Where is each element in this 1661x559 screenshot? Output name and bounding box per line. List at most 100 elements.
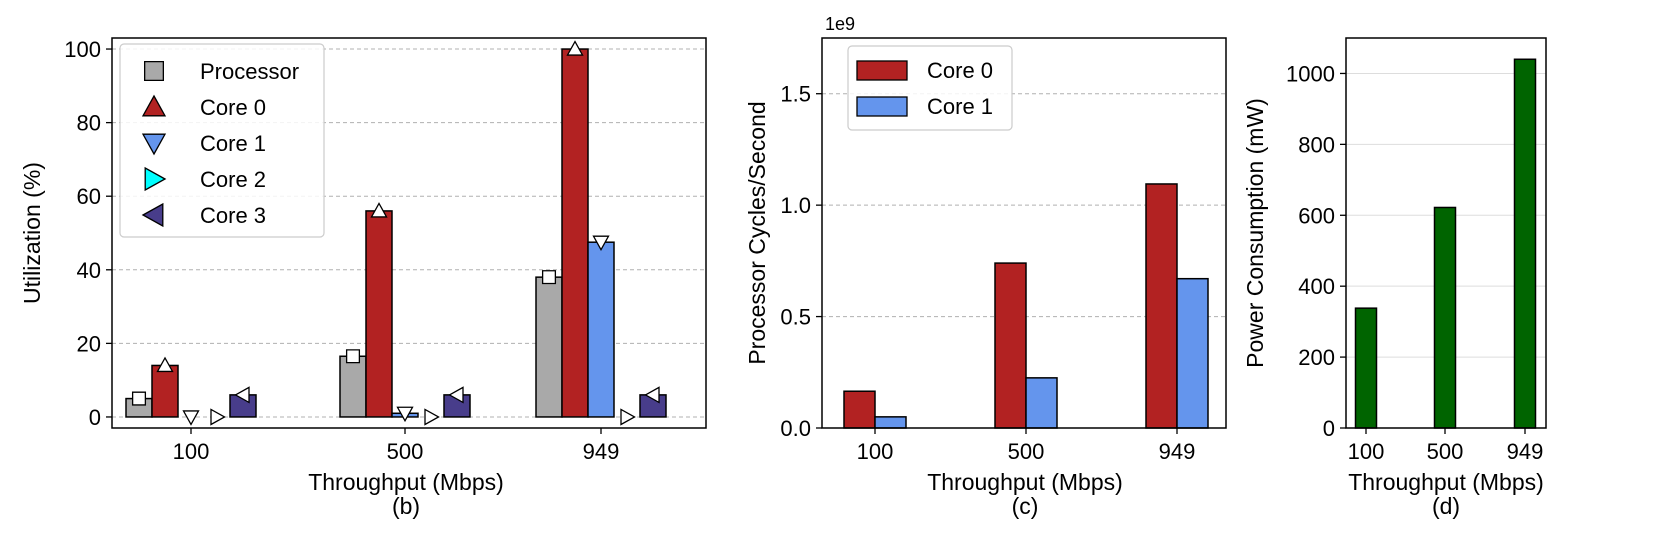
c-x-tick-label: 100 xyxy=(857,439,894,464)
b-marker-core-0 xyxy=(370,202,388,218)
c-bar-core-0 xyxy=(843,390,876,429)
c-legend-swatch xyxy=(856,96,908,117)
c-x-tick-label: 500 xyxy=(1008,439,1045,464)
b-x-tick-label: 949 xyxy=(583,439,620,464)
b-bar-core-1 xyxy=(587,241,615,418)
d-bar-power xyxy=(1354,307,1378,429)
d-bar-power xyxy=(1433,206,1457,429)
c-panel-label: (c) xyxy=(1012,493,1039,519)
d-bar-power xyxy=(1513,58,1537,429)
c-legend-items: Core 0 Core 1 xyxy=(856,58,993,119)
b-y-tick-label: 40 xyxy=(77,258,101,283)
d-y-tick-label: 400 xyxy=(1298,274,1335,299)
b-y-tick-label: 100 xyxy=(64,37,101,62)
c-x-ticks: 100 500 949 xyxy=(857,428,1196,464)
c-plot-frame xyxy=(821,37,1227,429)
b-bar-core-0 xyxy=(561,48,589,418)
b-legend-marker xyxy=(144,61,164,81)
b-marker-core-2 xyxy=(424,408,440,426)
b-bar-processor xyxy=(535,276,563,418)
d-bars xyxy=(1354,58,1537,429)
b-legend-label: Core 3 xyxy=(200,203,266,228)
d-y-tick-label: 200 xyxy=(1298,345,1335,370)
d-x-tick-label: 949 xyxy=(1507,439,1544,464)
c-x-tick-label: 949 xyxy=(1159,439,1196,464)
b-legend-marker xyxy=(144,166,167,192)
d-plot-frame xyxy=(1345,37,1547,429)
c-bar-core-1 xyxy=(1176,277,1209,429)
b-y-tick-label: 80 xyxy=(77,111,101,136)
d-xlabel: Throughput (Mbps) xyxy=(1348,469,1544,495)
b-legend-marker xyxy=(141,133,167,156)
d-y-tick-label: 1000 xyxy=(1286,61,1335,86)
c-bar-core-1 xyxy=(1025,377,1058,429)
c-legend-label: Core 1 xyxy=(927,94,993,119)
b-marker-core-0 xyxy=(566,40,584,56)
b-marker-core-0 xyxy=(156,356,174,373)
b-legend-label: Core 0 xyxy=(200,95,266,120)
b-legend-label: Core 2 xyxy=(200,167,266,192)
d-y-ticks: 0 200 400 600 800 1000 xyxy=(1286,61,1346,441)
c-bar-core-0 xyxy=(994,262,1027,429)
b-marker-core-1 xyxy=(182,410,200,426)
d-y-tick-label: 800 xyxy=(1298,132,1335,157)
b-y-tick-label: 20 xyxy=(77,331,101,356)
b-marker-core-1 xyxy=(592,235,610,252)
c-xlabel: Throughput (Mbps) xyxy=(927,469,1123,495)
c-y-tick-label: 1.5 xyxy=(780,82,811,107)
b-marker-processor xyxy=(345,349,361,364)
b-y-tick-label: 0 xyxy=(89,405,101,430)
b-plot-frame xyxy=(111,37,707,429)
b-x-ticks: 100 500 949 xyxy=(173,428,620,464)
b-bar-core-0 xyxy=(365,210,393,418)
panel-d: 0 200 400 600 800 1000 100 500 949 Power Consum… xyxy=(1242,37,1547,519)
b-ylabel: Utilization (%) xyxy=(19,162,45,304)
c-bar-core-1 xyxy=(874,416,907,429)
c-offset-text: 1e9 xyxy=(825,14,855,34)
d-ylabel: Power Consumption (mW) xyxy=(1242,98,1268,368)
c-legend: Core 0 Core 1 xyxy=(847,45,1013,131)
b-marker-core-3 xyxy=(448,386,464,404)
panel-b: 0 20 40 60 80 100 100 500 949 Utilization (%) T… xyxy=(19,37,707,519)
b-xlabel: Throughput (Mbps) xyxy=(308,469,504,495)
b-bar-core-0 xyxy=(151,364,179,418)
b-legend-frame xyxy=(119,43,325,238)
c-y-tick-label: 1.0 xyxy=(780,193,811,218)
b-bars xyxy=(125,48,667,418)
b-marker-core-3 xyxy=(234,386,250,404)
c-legend-swatch xyxy=(856,60,908,81)
c-y-tick-label: 0.5 xyxy=(780,305,811,330)
d-y-tick-label: 0 xyxy=(1323,416,1335,441)
d-panel-label: (d) xyxy=(1432,493,1460,519)
b-panel-label: (b) xyxy=(392,493,420,519)
c-bars xyxy=(843,183,1209,429)
b-legend: Processor Core 0 Core 1 Core 2 Core 3 xyxy=(119,43,325,238)
panel-c: 0.0 0.5 1.0 1.5 100 500 949 1e9 Processor Cyc… xyxy=(744,14,1227,519)
b-marker-processor xyxy=(541,270,557,285)
c-y-tick-label: 0.0 xyxy=(780,416,811,441)
d-x-ticks: 100 500 949 xyxy=(1348,428,1544,464)
b-x-tick-label: 500 xyxy=(387,439,424,464)
c-ylabel: Processor Cycles/Second xyxy=(744,101,770,364)
b-x-tick-label: 100 xyxy=(173,439,210,464)
b-marker-processor xyxy=(131,391,147,406)
b-bar-processor xyxy=(339,355,367,418)
b-legend-items: Processor Core 0 Core 1 Core 2 Core 3 xyxy=(141,59,299,228)
d-x-tick-label: 100 xyxy=(1348,439,1385,464)
b-legend-label: Core 1 xyxy=(200,131,266,156)
b-y-ticks: 0 20 40 60 80 100 xyxy=(64,37,112,430)
b-marker-core-2 xyxy=(210,408,226,426)
b-marker-core-2 xyxy=(620,408,636,426)
c-legend-label: Core 0 xyxy=(927,58,993,83)
c-bar-core-0 xyxy=(1145,183,1178,429)
b-marker-core-3 xyxy=(644,386,660,404)
b-legend-marker xyxy=(141,94,167,117)
b-y-tick-label: 60 xyxy=(77,184,101,209)
b-legend-label: Processor xyxy=(200,59,299,84)
b-legend-marker xyxy=(141,202,164,228)
b-marker-core-1 xyxy=(396,406,414,423)
b-markers xyxy=(131,40,660,426)
c-y-ticks: 0.0 0.5 1.0 1.5 xyxy=(780,82,822,441)
d-x-tick-label: 500 xyxy=(1427,439,1464,464)
